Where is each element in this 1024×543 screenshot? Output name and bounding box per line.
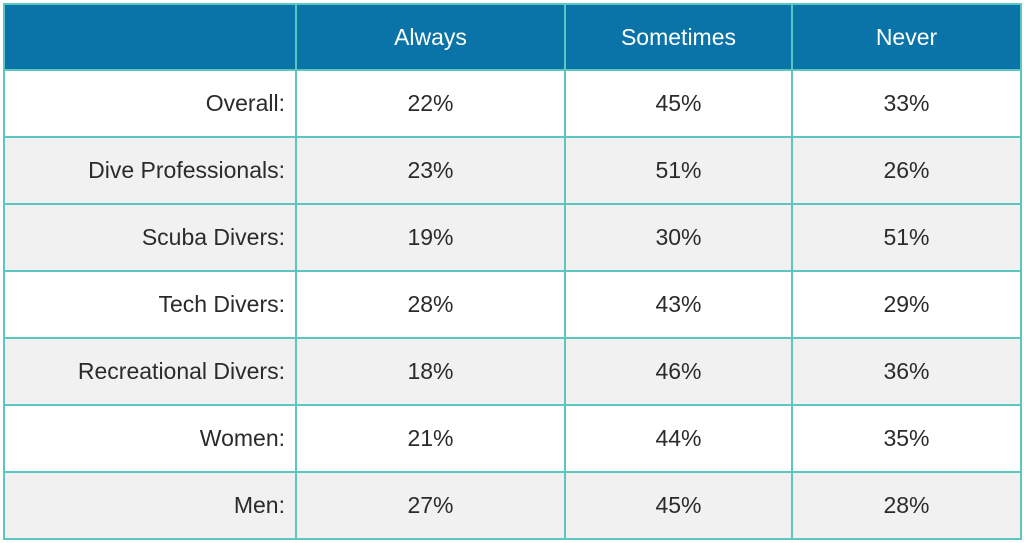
table-row: Tech Divers: 28% 43% 29%: [3, 270, 1022, 339]
data-table-wrapper: Always Sometimes Never Overall: 22% 45% …: [3, 3, 1022, 540]
cell-always: 19%: [295, 203, 566, 272]
cell-always: 27%: [295, 471, 566, 540]
header-never: Never: [791, 3, 1022, 71]
cell-never: 33%: [791, 69, 1022, 138]
row-label: Scuba Divers:: [3, 203, 297, 272]
cell-never: 35%: [791, 404, 1022, 473]
cell-always: 28%: [295, 270, 566, 339]
table-row: Women: 21% 44% 35%: [3, 404, 1022, 473]
cell-never: 29%: [791, 270, 1022, 339]
header-sometimes: Sometimes: [564, 3, 793, 71]
cell-never: 36%: [791, 337, 1022, 406]
cell-sometimes: 46%: [564, 337, 793, 406]
row-label: Women:: [3, 404, 297, 473]
cell-sometimes: 45%: [564, 69, 793, 138]
row-label: Tech Divers:: [3, 270, 297, 339]
cell-sometimes: 45%: [564, 471, 793, 540]
cell-sometimes: 51%: [564, 136, 793, 205]
row-label: Men:: [3, 471, 297, 540]
cell-sometimes: 30%: [564, 203, 793, 272]
cell-never: 51%: [791, 203, 1022, 272]
cell-never: 26%: [791, 136, 1022, 205]
cell-sometimes: 44%: [564, 404, 793, 473]
header-row: Always Sometimes Never: [3, 3, 1022, 71]
survey-table: Always Sometimes Never Overall: 22% 45% …: [3, 3, 1022, 540]
cell-always: 22%: [295, 69, 566, 138]
header-always: Always: [295, 3, 566, 71]
cell-always: 21%: [295, 404, 566, 473]
header-corner-cell: [3, 3, 297, 71]
row-label: Dive Professionals:: [3, 136, 297, 205]
table-row: Recreational Divers: 18% 46% 36%: [3, 337, 1022, 406]
table-row: Dive Professionals: 23% 51% 26%: [3, 136, 1022, 205]
row-label: Recreational Divers:: [3, 337, 297, 406]
cell-always: 23%: [295, 136, 566, 205]
table-row: Men: 27% 45% 28%: [3, 471, 1022, 540]
cell-sometimes: 43%: [564, 270, 793, 339]
table-row: Overall: 22% 45% 33%: [3, 69, 1022, 138]
cell-always: 18%: [295, 337, 566, 406]
row-label: Overall:: [3, 69, 297, 138]
cell-never: 28%: [791, 471, 1022, 540]
table-row: Scuba Divers: 19% 30% 51%: [3, 203, 1022, 272]
